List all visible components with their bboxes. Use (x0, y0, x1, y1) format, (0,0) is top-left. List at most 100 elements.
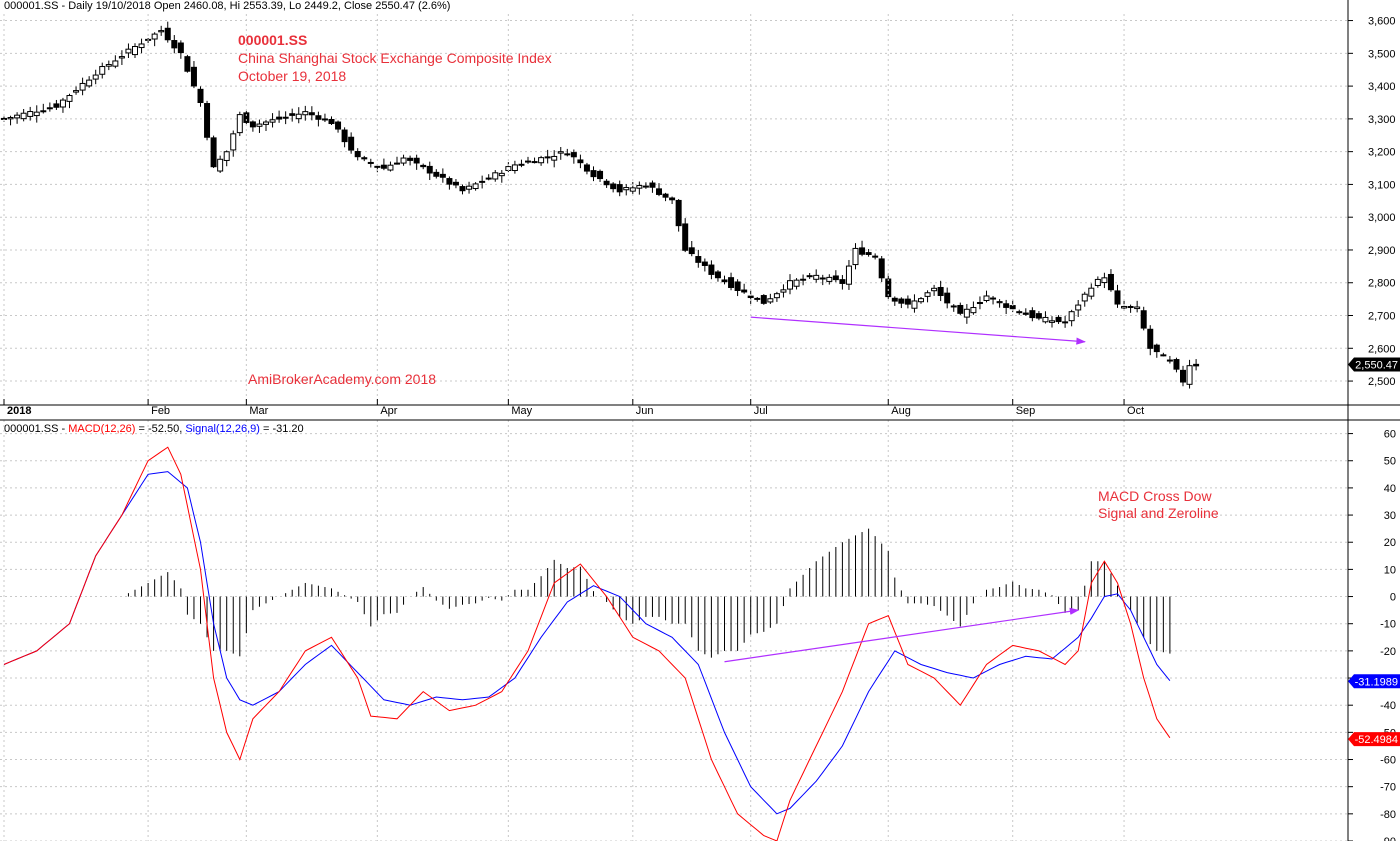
candle (780, 284, 787, 298)
candle-body-down (865, 252, 872, 255)
annotation-index-name: China Shanghai Stock Exchange Composite … (238, 50, 552, 66)
date-tick-label: Feb (151, 405, 170, 417)
candle (1088, 283, 1095, 300)
candle-body-down (1127, 306, 1134, 309)
candle (341, 127, 348, 148)
candle (282, 111, 289, 125)
candle-body-up (911, 300, 918, 309)
macd-header-macd-value: = -52.50, (135, 423, 186, 435)
candle (138, 38, 145, 54)
price-trend-arrow (750, 316, 1086, 345)
candle (92, 69, 99, 85)
candle (1147, 325, 1154, 356)
candle (210, 135, 217, 169)
candle (819, 274, 826, 286)
candle-body-down (859, 247, 866, 255)
candle (538, 155, 545, 166)
candle (256, 119, 263, 133)
candle-body-down (669, 197, 676, 201)
candle (479, 175, 486, 189)
candle-body-down (832, 275, 839, 281)
candle (387, 161, 394, 172)
candle-body-up (924, 292, 931, 297)
candle-body-up (1068, 311, 1075, 322)
price-tick-label: 3,600 (1368, 16, 1396, 28)
candle (859, 240, 866, 257)
candle-body-down (1029, 310, 1036, 319)
price-tick-label: 2,600 (1368, 343, 1396, 355)
candle (197, 86, 204, 107)
candle (1075, 300, 1082, 317)
candle (826, 274, 833, 285)
candle (86, 76, 93, 88)
candle-body-up (138, 43, 145, 49)
candle-body-up (33, 111, 40, 117)
candle (420, 163, 427, 170)
candle (741, 283, 748, 294)
candle (335, 120, 342, 133)
candle (132, 43, 138, 58)
candle (53, 99, 60, 110)
candle-body-down (570, 152, 577, 158)
candle-body-down (800, 278, 807, 281)
price-header: 000001.SS - Daily 19/10/2018 Open 2460.0… (4, 0, 451, 12)
candle (1166, 355, 1173, 364)
candle-body-down (53, 103, 60, 108)
candle (452, 179, 459, 189)
candle-body-up (793, 279, 800, 287)
price-tick-label: 3,500 (1368, 48, 1396, 60)
candle-body-down (682, 223, 689, 251)
candle (839, 275, 846, 290)
candle (485, 174, 492, 181)
date-tick-label: 2018 (7, 405, 31, 417)
macd-tick-label: 20 (1384, 537, 1396, 549)
candle (27, 106, 34, 121)
candle (1173, 357, 1180, 373)
candle (439, 168, 446, 183)
candle (1081, 291, 1088, 307)
candle (1186, 359, 1193, 389)
candle (1055, 315, 1062, 324)
candle (636, 181, 643, 195)
candle-body-up (14, 114, 21, 119)
candle (230, 130, 237, 157)
candle (531, 157, 538, 164)
candle-body-down (335, 121, 342, 130)
candle-body-down (721, 279, 728, 283)
price-tick-label: 3,000 (1368, 212, 1396, 224)
candle-body-down (394, 162, 400, 165)
candle-body-up (806, 275, 813, 278)
candle-body-up (66, 95, 73, 102)
macd-badge-label: -52.4984 (1355, 734, 1398, 746)
candle-body-down (741, 289, 748, 293)
macd-tick-label: -80 (1380, 809, 1396, 821)
macd-histogram (127, 528, 1171, 658)
candle-body-up (1186, 365, 1193, 385)
candle (610, 182, 617, 193)
candle-body-up (92, 74, 99, 80)
candle-body-up (1101, 277, 1108, 284)
candle (1160, 352, 1167, 357)
candle (308, 106, 315, 121)
candle-body-down (446, 178, 453, 185)
candle-body-up (151, 33, 158, 40)
candle-body-up (826, 276, 833, 282)
candle-body-down (590, 170, 597, 178)
candle-body-down (701, 261, 708, 266)
candle-body-down (891, 297, 898, 302)
candle-body-down (433, 171, 440, 177)
candle (957, 302, 964, 315)
candle (806, 273, 813, 279)
price-tick-label: 2,800 (1368, 278, 1396, 290)
candle-body-down (656, 188, 662, 195)
candle-body-up (787, 280, 793, 290)
candle (1068, 309, 1075, 327)
candle-body-up (466, 185, 473, 190)
candle-body-up (230, 133, 237, 151)
candle-body-up (321, 118, 328, 121)
candle (295, 107, 302, 124)
candle-body-down (662, 193, 669, 198)
candle-body-down (728, 277, 735, 288)
